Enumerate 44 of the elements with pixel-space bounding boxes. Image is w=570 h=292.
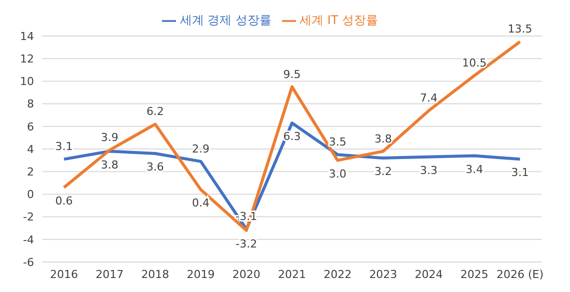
data-label: 0.6 (55, 194, 73, 208)
data-label: 3.9 (100, 131, 118, 144)
data-label: 10.5 (462, 56, 487, 70)
data-label: 3.8 (374, 132, 392, 146)
data-label: 7.4 (420, 92, 438, 105)
x-tick-label: 2016 (50, 268, 78, 281)
data-label: 3.1 (511, 166, 529, 180)
y-tick-label: 6 (27, 120, 34, 134)
y-tick-label: 14 (20, 30, 34, 43)
data-label: 13.5 (508, 22, 532, 36)
y-tick-label: -2 (23, 210, 34, 224)
data-label: 3.3 (420, 164, 438, 177)
data-label: 3.8 (100, 158, 118, 172)
y-tick-label: 4 (27, 142, 34, 156)
data-label: -3.2 (236, 237, 258, 250)
data-label: 2.9 (192, 142, 210, 156)
x-tick-label: 2026 (E) (496, 268, 544, 281)
y-tick-label: 0 (27, 188, 34, 202)
data-label: 0.4 (192, 196, 210, 210)
y-tick-label: -6 (23, 256, 34, 269)
data-label: 3.0 (328, 167, 346, 180)
legend-label: 세계 경제 성장률 (180, 13, 272, 27)
y-tick-label: -4 (23, 233, 34, 246)
data-label: 3.6 (146, 160, 164, 174)
data-label: 9.5 (283, 68, 301, 81)
x-tick-label: 2018 (141, 268, 170, 281)
x-tick-label: 2019 (186, 268, 215, 281)
x-tick-label: 2022 (324, 268, 352, 281)
x-tick-label: 2021 (278, 268, 306, 281)
y-tick-label: 8 (27, 98, 34, 111)
y-tick-label: 10 (20, 75, 34, 88)
x-tick-label: 2020 (232, 268, 260, 281)
y-tick-label: 2 (27, 166, 34, 179)
x-tick-label: 2017 (96, 268, 124, 281)
data-label: 6.2 (146, 105, 164, 118)
data-label: 3.4 (466, 162, 484, 176)
x-tick-label: 2024 (414, 268, 443, 281)
x-tick-label: 2025 (460, 268, 488, 281)
data-label: 3.2 (374, 165, 392, 178)
data-label: 3.5 (328, 136, 346, 149)
data-label: 3.1 (55, 140, 73, 154)
x-tick-label: 2023 (369, 268, 398, 281)
y-tick-label: 12 (20, 52, 34, 66)
legend-label: 세계 IT 성장률 (300, 13, 378, 27)
